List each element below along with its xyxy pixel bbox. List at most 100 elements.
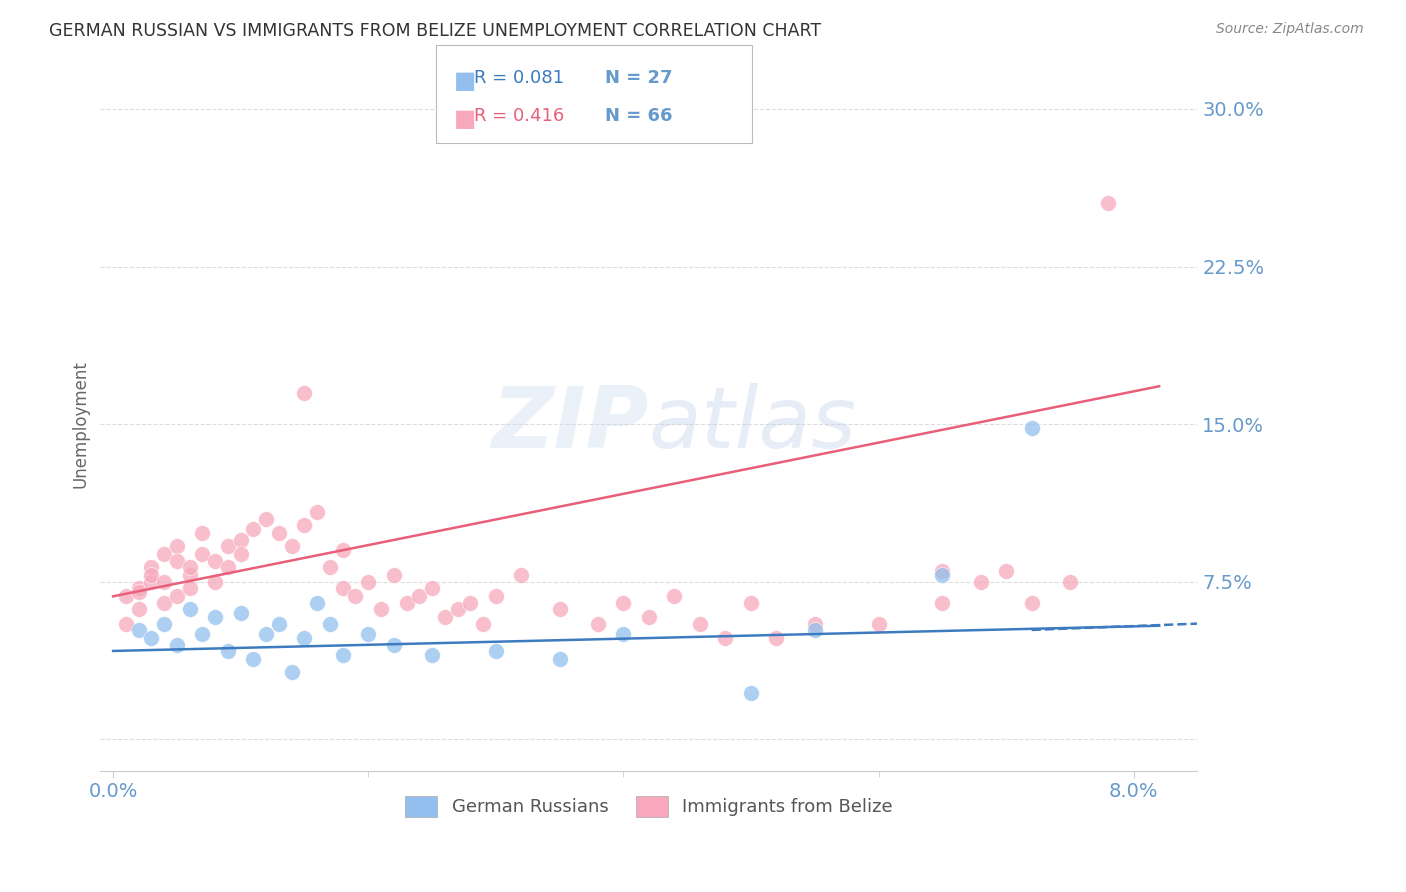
Point (191, 627, 214, 641)
Point (868, 616, 890, 631)
Point (931, 564, 953, 578)
Point (420, 648, 443, 662)
Point (128, 585, 150, 599)
Text: ■: ■ (454, 69, 477, 93)
Point (1021, 421, 1043, 435)
Point (485, 590, 508, 604)
Text: R = 0.416: R = 0.416 (474, 107, 564, 125)
Point (166, 638, 188, 652)
Point (460, 596, 482, 610)
Point (803, 616, 825, 631)
Point (664, 590, 686, 604)
Legend: German Russians, Immigrants from Belize: German Russians, Immigrants from Belize (398, 789, 900, 824)
Point (280, 539, 302, 553)
Point (931, 596, 953, 610)
Point (267, 616, 290, 631)
Point (242, 652, 264, 666)
Point (115, 590, 138, 604)
Point (128, 581, 150, 595)
Point (420, 581, 443, 595)
Point (217, 560, 239, 574)
Point (408, 590, 430, 604)
Point (179, 581, 201, 595)
Point (115, 616, 138, 631)
Point (357, 627, 380, 641)
Point (740, 596, 762, 610)
Text: atlas: atlas (650, 383, 856, 466)
Point (254, 627, 277, 641)
Point (307, 596, 329, 610)
Point (153, 616, 176, 631)
Point (446, 602, 468, 616)
Text: Source: ZipAtlas.com: Source: ZipAtlas.com (1216, 22, 1364, 37)
Point (995, 564, 1018, 578)
Point (204, 610, 226, 624)
Point (969, 574, 991, 589)
Point (141, 574, 163, 589)
Point (1097, 196, 1119, 211)
Y-axis label: Unemployment: Unemployment (72, 360, 89, 488)
Point (217, 644, 239, 658)
Point (332, 543, 354, 558)
Point (1059, 574, 1081, 589)
Point (191, 526, 214, 541)
Point (217, 539, 239, 553)
Point (179, 602, 201, 616)
Point (141, 632, 163, 646)
Point (280, 665, 302, 679)
Point (254, 511, 277, 525)
Point (612, 627, 634, 641)
Point (267, 526, 290, 541)
Point (803, 623, 825, 637)
Point (294, 632, 316, 646)
Point (1021, 596, 1043, 610)
Point (319, 616, 342, 631)
Point (344, 590, 367, 604)
Point (294, 517, 316, 532)
Point (141, 560, 163, 574)
Point (166, 590, 188, 604)
Point (395, 596, 418, 610)
Point (153, 574, 176, 589)
Text: N = 27: N = 27 (605, 69, 672, 87)
Point (179, 568, 201, 582)
Point (153, 596, 176, 610)
Point (586, 616, 609, 631)
Point (332, 648, 354, 662)
Point (128, 602, 150, 616)
Point (548, 652, 571, 666)
Point (370, 602, 392, 616)
Point (319, 560, 342, 574)
Point (510, 568, 533, 582)
Point (204, 574, 226, 589)
Point (128, 623, 150, 637)
Point (433, 610, 456, 624)
Point (714, 632, 737, 646)
Point (472, 616, 495, 631)
Point (332, 581, 354, 595)
Point (307, 505, 329, 519)
Point (485, 644, 508, 658)
Point (357, 574, 380, 589)
Point (166, 539, 188, 553)
Point (179, 560, 201, 574)
Point (689, 616, 711, 631)
Text: ■: ■ (454, 107, 477, 131)
Point (191, 547, 214, 561)
Text: N = 66: N = 66 (605, 107, 672, 125)
Point (548, 602, 571, 616)
Point (765, 632, 787, 646)
Text: R = 0.081: R = 0.081 (474, 69, 564, 87)
Point (294, 385, 316, 400)
Point (229, 533, 252, 547)
Point (638, 610, 661, 624)
Point (141, 568, 163, 582)
Point (229, 606, 252, 620)
Point (740, 686, 762, 700)
Point (242, 522, 264, 536)
Point (166, 553, 188, 567)
Point (204, 553, 226, 567)
Point (229, 547, 252, 561)
Point (931, 568, 953, 582)
Point (382, 568, 405, 582)
